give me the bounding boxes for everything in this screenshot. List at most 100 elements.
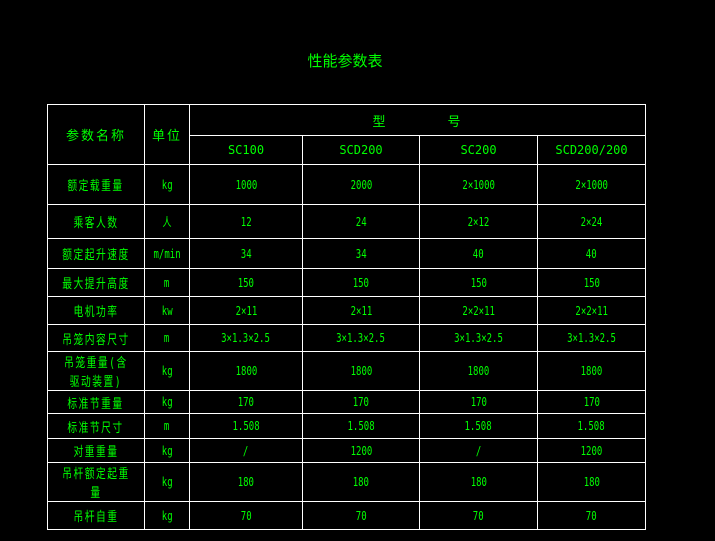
- param-value-cell: 2×11: [189, 296, 303, 325]
- param-value-cell: 2×12: [419, 204, 538, 239]
- param-value: 2×1000: [462, 177, 495, 192]
- param-name: 标准节尺寸: [67, 420, 125, 436]
- param-name: 额定载重量: [67, 179, 125, 194]
- param-value-cell: 1800: [189, 351, 303, 391]
- param-unit-cell: m: [144, 413, 190, 439]
- param-value-cell: 1800: [419, 351, 538, 391]
- table-row: 最大提升高度 m 150 150 150 150: [47, 268, 646, 297]
- param-name: 最大提升高度: [62, 277, 130, 292]
- param-value-cell: 70: [189, 501, 303, 530]
- param-value-cell: 70: [419, 501, 538, 530]
- param-value-cell: 3×1.3×2.5: [419, 324, 538, 352]
- param-value-cell: 170: [537, 390, 646, 414]
- param-value-cell: 2×24: [537, 204, 646, 239]
- param-value: 1000: [235, 177, 257, 192]
- header-unit: 单位: [144, 104, 190, 165]
- param-value-cell: 170: [302, 390, 420, 414]
- table-row: 额定起升速度 m/min 34 34 40 40: [47, 238, 646, 269]
- model-header: SC100: [189, 135, 303, 165]
- param-value: 170: [237, 395, 255, 409]
- param-value-cell: /: [189, 438, 303, 463]
- param-value: 2×1000: [575, 177, 608, 192]
- param-value: /: [475, 443, 482, 458]
- param-value: 2×12: [467, 214, 490, 229]
- param-value: 40: [586, 246, 597, 261]
- table-row: 吊笼内容尺寸 m 3×1.3×2.5 3×1.3×2.5 3×1.3×2.5 3×1.3×…: [47, 324, 646, 352]
- param-value-cell: 1200: [302, 438, 420, 463]
- param-name: 吊杆额定起重量: [62, 467, 130, 501]
- param-value: 170: [352, 395, 370, 409]
- param-unit: kg: [161, 443, 173, 458]
- drawing-title: 性能参数表: [307, 52, 383, 70]
- table-row: 乘客人数 人 12 24 2×12 2×24: [47, 204, 646, 239]
- param-value-cell: 2000: [302, 164, 420, 205]
- param-value-cell: 24: [302, 204, 420, 239]
- param-value: 70: [355, 508, 367, 523]
- param-unit: kg: [161, 475, 173, 489]
- param-value-cell: 34: [302, 238, 420, 269]
- param-name: 吊笼重量(含驱动装置): [64, 356, 128, 390]
- param-unit: kw: [161, 303, 173, 318]
- param-unit-cell: kg: [144, 462, 190, 502]
- table-row: 电机功率 kw 2×11 2×11 2×2×11 2×2×11: [47, 296, 646, 325]
- param-value: 12: [240, 214, 252, 229]
- header-param-name: 参数名称: [47, 104, 145, 165]
- param-value: /: [243, 443, 249, 458]
- param-value-cell: 150: [419, 268, 538, 297]
- table-row: 吊笼重量(含驱动装置) kg 1800 1800 1800 1800: [47, 351, 646, 391]
- performance-parameter-table: 参数名称 单位 型 号 SC100 SCD200 SC200 SCD200/20…: [47, 104, 646, 530]
- param-unit: kg: [161, 395, 173, 409]
- param-value-cell: 3×1.3×2.5: [302, 324, 420, 352]
- param-name-cell: 吊杆自重: [47, 501, 145, 530]
- param-value: 70: [473, 508, 484, 523]
- param-value-cell: 180: [419, 462, 538, 502]
- param-unit: kg: [161, 177, 173, 192]
- param-value-cell: /: [419, 438, 538, 463]
- param-unit-cell: kw: [144, 296, 190, 325]
- param-value: 3×1.3×2.5: [221, 331, 271, 345]
- param-value: 2000: [350, 177, 372, 192]
- param-unit-cell: kg: [144, 351, 190, 391]
- param-name-cell: 电机功率: [47, 296, 145, 325]
- param-unit-cell: m: [144, 268, 190, 297]
- param-value-cell: 40: [419, 238, 538, 269]
- param-value: 1200: [580, 443, 603, 458]
- param-unit: m: [164, 275, 170, 290]
- param-value: 3×1.3×2.5: [567, 331, 616, 345]
- model-header: SCD200: [302, 135, 420, 165]
- param-value: 1.508: [464, 419, 493, 433]
- param-name: 电机功率: [73, 305, 119, 320]
- param-unit: 人: [162, 215, 172, 229]
- table-row: 对重重量 kg / 1200 / 1200: [47, 438, 646, 463]
- param-name-cell: 额定起升速度: [47, 238, 145, 269]
- param-value-cell: 70: [302, 501, 420, 530]
- param-value-cell: 180: [537, 462, 646, 502]
- param-name-cell: 对重重量: [47, 438, 145, 463]
- param-value: 3×1.3×2.5: [454, 331, 503, 345]
- param-value: 1200: [350, 443, 372, 458]
- param-value: 2×2×11: [575, 303, 608, 318]
- param-value-cell: 70: [537, 501, 646, 530]
- param-value-cell: 180: [302, 462, 420, 502]
- param-value: 40: [473, 246, 484, 261]
- param-value-cell: 3×1.3×2.5: [189, 324, 303, 352]
- param-value-cell: 3×1.3×2.5: [537, 324, 646, 352]
- param-value: 1.508: [347, 419, 375, 433]
- param-unit: m: [164, 419, 170, 433]
- param-value: 2×11: [350, 303, 372, 318]
- header-model: 型 号: [189, 104, 646, 136]
- param-value: 2×24: [580, 214, 603, 229]
- param-value: 34: [355, 246, 367, 261]
- param-value-cell: 150: [302, 268, 420, 297]
- param-name-cell: 最大提升高度: [47, 268, 145, 297]
- param-unit: kg: [161, 364, 173, 378]
- param-value: 1.508: [232, 419, 260, 433]
- param-value: 2×2×11: [462, 303, 495, 318]
- param-value-cell: 12: [189, 204, 303, 239]
- param-unit: m/min: [153, 246, 181, 261]
- param-value: 1800: [580, 364, 603, 378]
- table-row: 吊杆额定起重量 kg 180 180 180 180: [47, 462, 646, 502]
- param-value: 180: [470, 475, 487, 489]
- param-unit-cell: 人: [144, 204, 190, 239]
- param-unit-cell: m: [144, 324, 190, 352]
